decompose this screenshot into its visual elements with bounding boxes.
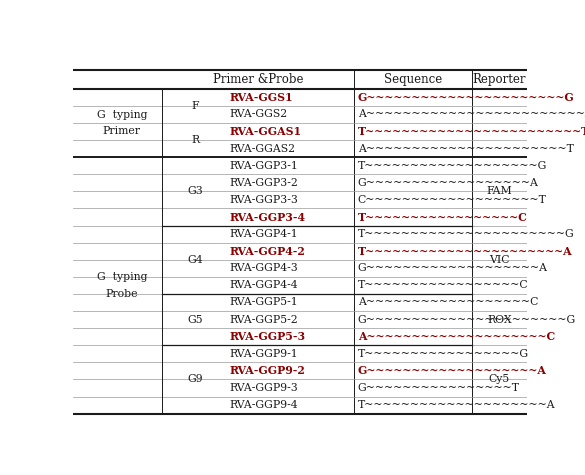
Text: RVA-GGP5-2: RVA-GGP5-2 (229, 314, 298, 324)
Text: RVA-GGP9-2: RVA-GGP9-2 (229, 365, 305, 376)
Text: RVA-GGP5-1: RVA-GGP5-1 (229, 297, 298, 307)
Text: G~~~~~~~~~~~~~~~~T: G~~~~~~~~~~~~~~~~T (358, 383, 520, 393)
Text: FAM: FAM (486, 186, 512, 196)
Text: T~~~~~~~~~~~~~~~~~~~G: T~~~~~~~~~~~~~~~~~~~G (358, 161, 547, 171)
Text: G  typing
Primer: G typing Primer (97, 110, 147, 136)
Text: G~~~~~~~~~~~~~~~~~~~~~~G: G~~~~~~~~~~~~~~~~~~~~~~G (358, 314, 576, 324)
Text: A~~~~~~~~~~~~~~~~~~~~~~T: A~~~~~~~~~~~~~~~~~~~~~~T (358, 143, 574, 153)
Text: RVA-GGP4-4: RVA-GGP4-4 (229, 280, 298, 290)
Text: T~~~~~~~~~~~~~~~~~~~~~~~~T: T~~~~~~~~~~~~~~~~~~~~~~~~T (358, 126, 585, 137)
Text: G5: G5 (188, 314, 204, 324)
Text: RVA-GGP4-1: RVA-GGP4-1 (229, 229, 298, 239)
Text: G~~~~~~~~~~~~~~~~~~~A: G~~~~~~~~~~~~~~~~~~~A (358, 365, 547, 376)
Text: G4: G4 (188, 255, 204, 265)
Text: VIC: VIC (489, 255, 510, 265)
Text: F: F (192, 101, 199, 111)
Text: RVA-GGAS1: RVA-GGAS1 (229, 126, 302, 137)
Text: T~~~~~~~~~~~~~~~~~C: T~~~~~~~~~~~~~~~~~C (358, 211, 528, 222)
Text: T~~~~~~~~~~~~~~~~~G: T~~~~~~~~~~~~~~~~~G (358, 349, 529, 359)
Text: Cy5: Cy5 (488, 374, 510, 384)
Text: G~~~~~~~~~~~~~~~~~~~~~~G: G~~~~~~~~~~~~~~~~~~~~~~G (358, 92, 574, 103)
Text: G  typing
Probe: G typing Probe (97, 272, 147, 299)
Text: RVA-GGP3-2: RVA-GGP3-2 (229, 178, 298, 188)
Text: C~~~~~~~~~~~~~~~~~~~T: C~~~~~~~~~~~~~~~~~~~T (358, 195, 547, 205)
Text: RVA-GGS2: RVA-GGS2 (229, 109, 288, 119)
Text: T~~~~~~~~~~~~~~~~~~~~~~G: T~~~~~~~~~~~~~~~~~~~~~~G (358, 229, 574, 239)
Text: RVA-GGP3-1: RVA-GGP3-1 (229, 161, 298, 171)
Text: G~~~~~~~~~~~~~~~~~~~A: G~~~~~~~~~~~~~~~~~~~A (358, 263, 548, 273)
Text: G~~~~~~~~~~~~~~~~~~A: G~~~~~~~~~~~~~~~~~~A (358, 178, 539, 188)
Text: RVA-GGP4-2: RVA-GGP4-2 (229, 246, 305, 256)
Text: RVA-GGP3-3: RVA-GGP3-3 (229, 195, 298, 205)
Text: RVA-GGP9-3: RVA-GGP9-3 (229, 383, 298, 393)
Text: G9: G9 (188, 374, 204, 384)
Text: RVA-GGP5-3: RVA-GGP5-3 (229, 331, 306, 342)
Text: Primer &Probe: Primer &Probe (212, 73, 303, 86)
Text: T~~~~~~~~~~~~~~~~~~~~~~A: T~~~~~~~~~~~~~~~~~~~~~~A (358, 246, 573, 256)
Text: G3: G3 (188, 186, 204, 196)
Text: RVA-GGS1: RVA-GGS1 (229, 92, 293, 103)
Text: RVA-GGP3-4: RVA-GGP3-4 (229, 211, 305, 222)
Text: T~~~~~~~~~~~~~~~~~~~~A: T~~~~~~~~~~~~~~~~~~~~A (358, 400, 556, 410)
Text: RVA-GGP9-1: RVA-GGP9-1 (229, 349, 298, 359)
Text: RVA-GGAS2: RVA-GGAS2 (229, 143, 295, 153)
Text: A~~~~~~~~~~~~~~~~~~C: A~~~~~~~~~~~~~~~~~~C (358, 297, 538, 307)
Text: A~~~~~~~~~~~~~~~~~~~~~~~~A: A~~~~~~~~~~~~~~~~~~~~~~~~A (358, 109, 585, 119)
Text: ROX: ROX (487, 314, 512, 324)
Text: T~~~~~~~~~~~~~~~~~C: T~~~~~~~~~~~~~~~~~C (358, 280, 528, 290)
Text: Sequence: Sequence (384, 73, 442, 86)
Text: R: R (191, 135, 199, 145)
Text: RVA-GGP9-4: RVA-GGP9-4 (229, 400, 298, 410)
Text: Reporter: Reporter (473, 73, 526, 86)
Text: RVA-GGP4-3: RVA-GGP4-3 (229, 263, 298, 273)
Text: A~~~~~~~~~~~~~~~~~~~~C: A~~~~~~~~~~~~~~~~~~~~C (358, 331, 555, 342)
